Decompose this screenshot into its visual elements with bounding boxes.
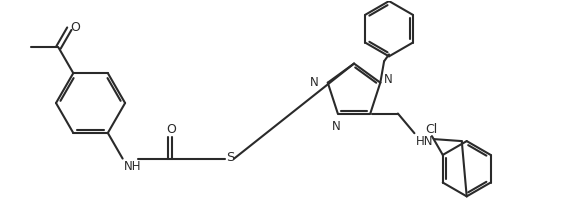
Text: O: O [166,123,176,137]
Text: S: S [226,151,235,164]
Text: N: N [332,120,340,133]
Text: NH: NH [124,160,141,173]
Text: Cl: Cl [425,123,437,136]
Text: N: N [384,73,393,86]
Text: O: O [70,21,80,34]
Text: N: N [310,76,319,89]
Text: HN: HN [416,135,433,148]
